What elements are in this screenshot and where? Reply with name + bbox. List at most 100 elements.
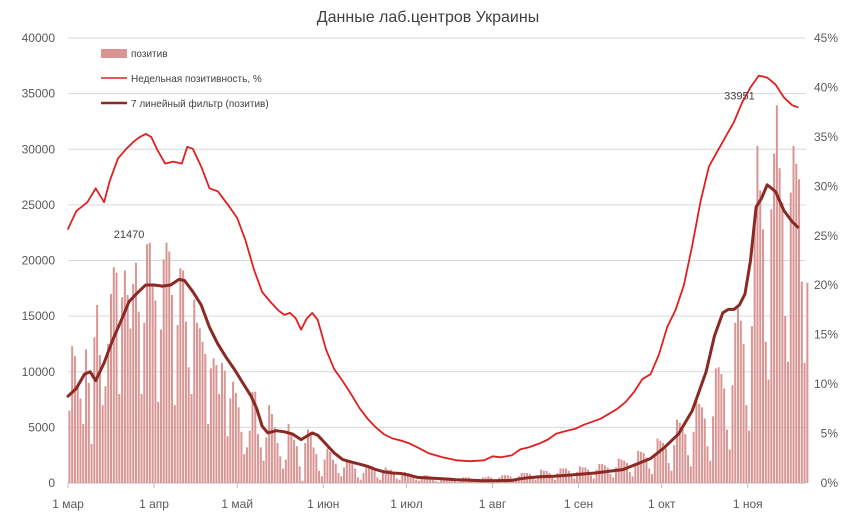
bar <box>187 367 190 483</box>
bar <box>334 464 337 483</box>
bar <box>240 431 243 483</box>
bar <box>196 322 199 483</box>
bar <box>728 449 731 483</box>
bar <box>329 451 332 483</box>
bar <box>87 382 90 483</box>
bar <box>637 450 640 483</box>
bar <box>573 478 576 483</box>
bar <box>687 455 690 483</box>
bar <box>295 446 298 483</box>
bar <box>806 282 809 483</box>
y-left-tick-label: 25000 <box>22 198 56 212</box>
bar <box>570 476 573 483</box>
bar <box>792 145 795 483</box>
bar <box>209 368 212 483</box>
bar <box>220 362 223 483</box>
bar <box>326 448 329 483</box>
bar <box>684 434 687 483</box>
bar <box>248 430 251 483</box>
weekly-positivity-line <box>67 74 799 463</box>
bar <box>390 469 393 483</box>
bar <box>798 179 801 483</box>
bar <box>190 394 193 483</box>
bar <box>789 192 792 483</box>
bar <box>212 358 215 483</box>
bar <box>118 394 121 483</box>
bar <box>373 469 376 483</box>
x-axis-ticks: 1 мар 1 апр 1 май 1 июн 1 июл 1 авг 1 сен 1 окт… <box>52 483 763 511</box>
bar <box>648 468 651 483</box>
bar <box>115 272 118 483</box>
bar <box>157 401 160 483</box>
legend-label-bars: позитив <box>131 49 168 60</box>
x-tick-label: 1 сен <box>564 497 593 511</box>
bar <box>551 477 554 483</box>
bar <box>293 439 296 483</box>
bar <box>215 365 218 483</box>
bar <box>670 470 673 483</box>
bar <box>750 326 753 483</box>
bar <box>126 294 129 483</box>
bar <box>404 471 407 483</box>
line-series <box>66 74 800 483</box>
bar <box>176 325 179 483</box>
bar <box>93 337 96 483</box>
bar <box>784 316 787 483</box>
bar <box>659 440 662 483</box>
bar <box>653 455 656 483</box>
bar <box>337 472 340 483</box>
bar <box>165 242 168 483</box>
bar <box>437 481 440 483</box>
y-left-tick-label: 40000 <box>22 31 56 45</box>
bar <box>698 404 701 483</box>
bar <box>609 474 612 483</box>
bar <box>709 460 712 483</box>
bar <box>739 320 742 483</box>
bar <box>803 362 806 483</box>
bar <box>456 481 459 483</box>
bar <box>431 477 434 483</box>
y-right-tick-label: 0% <box>821 476 839 490</box>
bar <box>720 373 723 483</box>
y-right-tick-label: 25% <box>814 229 838 243</box>
bar <box>376 477 379 483</box>
bar <box>534 479 537 483</box>
bar <box>589 475 592 483</box>
bar <box>706 446 709 483</box>
bar <box>612 477 615 483</box>
bar <box>68 410 71 483</box>
legend: позитив Недельная позитивность, % 7 лине… <box>101 49 269 110</box>
bar <box>259 447 262 483</box>
bar <box>218 394 221 483</box>
bar <box>193 299 196 483</box>
bar <box>401 475 404 483</box>
y-right-tick-label: 45% <box>814 31 838 45</box>
y-right-tick-label: 15% <box>814 328 838 342</box>
bar <box>140 394 143 483</box>
bar <box>678 422 681 483</box>
x-tick-label: 1 ноя <box>733 497 763 511</box>
bar <box>725 429 728 483</box>
bar <box>786 361 789 483</box>
bar <box>82 424 85 483</box>
bar <box>692 431 695 483</box>
bar <box>778 168 781 483</box>
bar <box>429 476 432 483</box>
bar <box>717 367 720 483</box>
legend-label-filter: 7 линейный фильтр (позитив) <box>131 98 269 110</box>
bar <box>764 341 767 483</box>
y-left-tick-label: 35000 <box>22 87 56 101</box>
bar <box>387 469 390 483</box>
bar <box>90 444 93 483</box>
bar <box>96 305 99 483</box>
bar <box>639 451 642 483</box>
bar <box>168 251 171 483</box>
x-tick-label: 1 апр <box>139 497 169 511</box>
bar <box>207 424 210 483</box>
bar <box>645 457 648 483</box>
bar <box>614 467 617 483</box>
bar <box>440 478 443 483</box>
bar <box>154 300 157 483</box>
bar <box>107 343 110 483</box>
bar <box>381 472 384 483</box>
